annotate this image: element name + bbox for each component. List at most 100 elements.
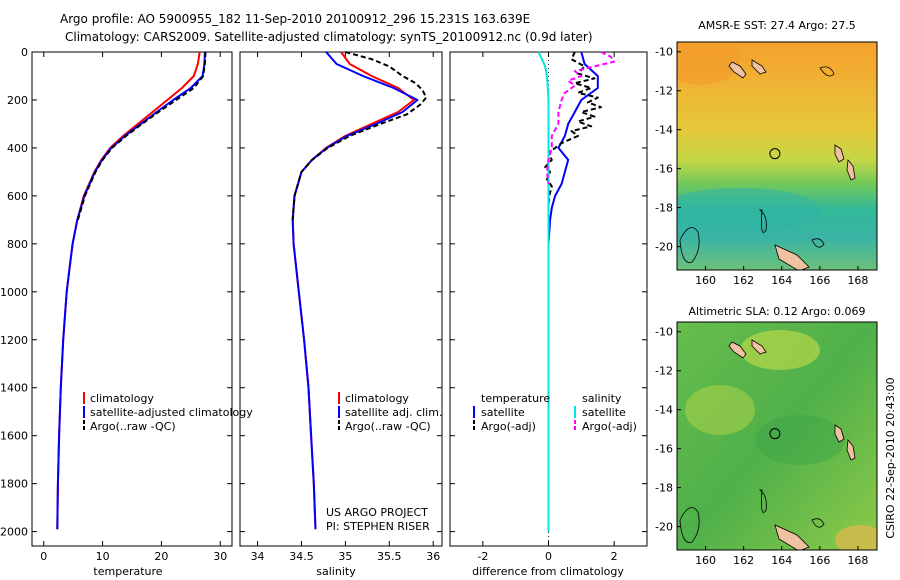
legend-label-climatology: climatology <box>345 392 409 405</box>
temperature-legend: climatology satellite-adjusted climatolo… <box>83 392 253 433</box>
difference-xlabel: difference from climatology <box>472 565 624 578</box>
map-y-tick-label: -14 <box>655 124 673 137</box>
credits-line-2: PI: STEPHEN RISER <box>326 520 430 533</box>
sst-argo-position-marker <box>769 148 781 160</box>
map-x-tick-label: 168 <box>847 554 868 567</box>
legend-title-salinity: salinity <box>582 392 622 405</box>
map-y-tick-label: -10 <box>655 326 673 339</box>
side-timestamp-label: CSIRO 22-Sep-2010 20:43:00 <box>884 377 897 538</box>
map-y-tick-label: -16 <box>655 163 673 176</box>
sst-map-frame <box>676 41 878 271</box>
legend-label-temp-argo: Argo(-adj) <box>481 420 536 433</box>
sla-light-patch <box>835 525 877 550</box>
x-tick-label: -2 <box>477 550 488 563</box>
x-tick-label: 30 <box>213 550 227 563</box>
legend-label-temp-satellite: satellite <box>481 406 525 419</box>
sla-argo-position-marker <box>769 428 781 440</box>
legend-label-argo: Argo(..raw -QC) <box>345 420 431 433</box>
x-tick-label: 35.5 <box>377 550 402 563</box>
y-tick-label: 400 <box>7 142 28 155</box>
x-tick-label: 36 <box>426 550 440 563</box>
sst-map <box>677 42 877 270</box>
map-y-tick-label: -14 <box>655 404 673 417</box>
map-x-tick-label: 160 <box>695 554 716 567</box>
y-tick-label: 800 <box>7 238 28 251</box>
difference-axes: -2 0 2 <box>450 51 647 563</box>
temperature-xlabel: temperature <box>93 565 162 578</box>
legend-label-satellite: satellite adj. clim. <box>345 406 442 419</box>
header-line-2: Climatology: CARS2009. Satellite-adjuste… <box>65 30 593 44</box>
map-x-tick-label: 160 <box>695 274 716 287</box>
series-line-argo-raw-qc- <box>291 51 428 220</box>
salinity-axes: 34 34.5 35 35.5 36 <box>240 51 442 563</box>
map-x-tick-label: 166 <box>809 274 830 287</box>
sla-map <box>677 322 877 550</box>
legend-label-salt-argo: Argo(-adj) <box>582 420 637 433</box>
header-line-1: Argo profile: AO 5900955_182 11-Sep-2010… <box>60 12 530 26</box>
credits-line-1: US ARGO PROJECT <box>326 506 428 519</box>
sla-light-patch <box>740 330 820 370</box>
y-tick-label: 1600 <box>0 430 28 443</box>
y-tick-label: 600 <box>7 190 28 203</box>
temperature-lines <box>56 51 207 530</box>
difference-lines <box>537 51 616 532</box>
series-line-salinity-argo-adj- <box>545 51 616 185</box>
difference-legend: temperature salinity satellite Argo(-adj… <box>473 392 637 433</box>
sst-map-title: AMSR-E SST: 27.4 Argo: 27.5 <box>698 19 856 32</box>
reef-outline <box>679 227 700 263</box>
salinity-xlabel: salinity <box>316 565 356 578</box>
sla-map-title: Altimetric SLA: 0.12 Argo: 0.069 <box>688 305 865 318</box>
reef-outline <box>758 489 767 513</box>
map-y-tick-label: -20 <box>655 521 673 534</box>
island-icon <box>834 144 845 163</box>
salinity-lines <box>291 51 428 530</box>
island-icon <box>728 341 747 359</box>
map-y-tick-label: -18 <box>655 482 673 495</box>
x-tick-label: 0 <box>545 550 552 563</box>
sla-map-axes: 160 162 164 166 168 -10 -12 -14 -16 -18 -20 <box>655 326 868 567</box>
sst-warm-patch <box>677 42 740 85</box>
reef-outline <box>811 518 825 528</box>
legend-label-satellite: satellite-adjusted climatology <box>90 406 253 419</box>
x-tick-label: 20 <box>154 550 168 563</box>
temperature-panel <box>31 51 233 547</box>
map-x-tick-label: 164 <box>771 274 792 287</box>
sla-light-patch <box>685 385 755 435</box>
island-icon <box>846 159 856 181</box>
island-icon <box>751 339 767 355</box>
island-icon <box>774 524 810 550</box>
legend-label-salt-satellite: satellite <box>582 406 626 419</box>
x-tick-label: 34 <box>251 550 265 563</box>
salinity-panel <box>239 51 443 547</box>
y-tick-label: 1000 <box>0 286 28 299</box>
sla-map-frame <box>676 321 878 551</box>
map-x-tick-label: 164 <box>771 554 792 567</box>
legend-label-argo: Argo(..raw -QC) <box>90 420 176 433</box>
map-y-tick-label: -10 <box>655 46 673 59</box>
map-y-tick-label: -16 <box>655 443 673 456</box>
reef-outline <box>679 507 700 543</box>
series-line-argo-raw-qc- <box>76 51 207 221</box>
map-x-tick-label: 162 <box>733 274 754 287</box>
sla-dark-patch <box>755 415 845 465</box>
map-y-tick-label: -12 <box>655 365 673 378</box>
salinity-legend: climatology satellite adj. clim. Argo(..… <box>338 392 442 433</box>
map-x-tick-label: 168 <box>847 274 868 287</box>
map-y-tick-label: -12 <box>655 85 673 98</box>
y-tick-label: 2000 <box>0 526 28 539</box>
x-tick-label: 10 <box>96 550 110 563</box>
island-icon <box>834 424 845 443</box>
island-icon <box>774 244 810 270</box>
series-line-temperature-argo-adj- <box>544 51 602 220</box>
island-icon <box>751 59 767 75</box>
temperature-axes: 0 10 20 30 0 200 400 600 800 1000 1200 1400 1600 1800… <box>0 46 232 563</box>
x-tick-label: 34.5 <box>289 550 314 563</box>
y-tick-label: 1200 <box>0 334 28 347</box>
map-x-tick-label: 162 <box>733 554 754 567</box>
map-x-tick-label: 166 <box>809 554 830 567</box>
reef-outline <box>811 238 825 248</box>
reef-outline <box>819 66 835 77</box>
legend-label-climatology: climatology <box>90 392 154 405</box>
map-y-tick-label: -18 <box>655 202 673 215</box>
